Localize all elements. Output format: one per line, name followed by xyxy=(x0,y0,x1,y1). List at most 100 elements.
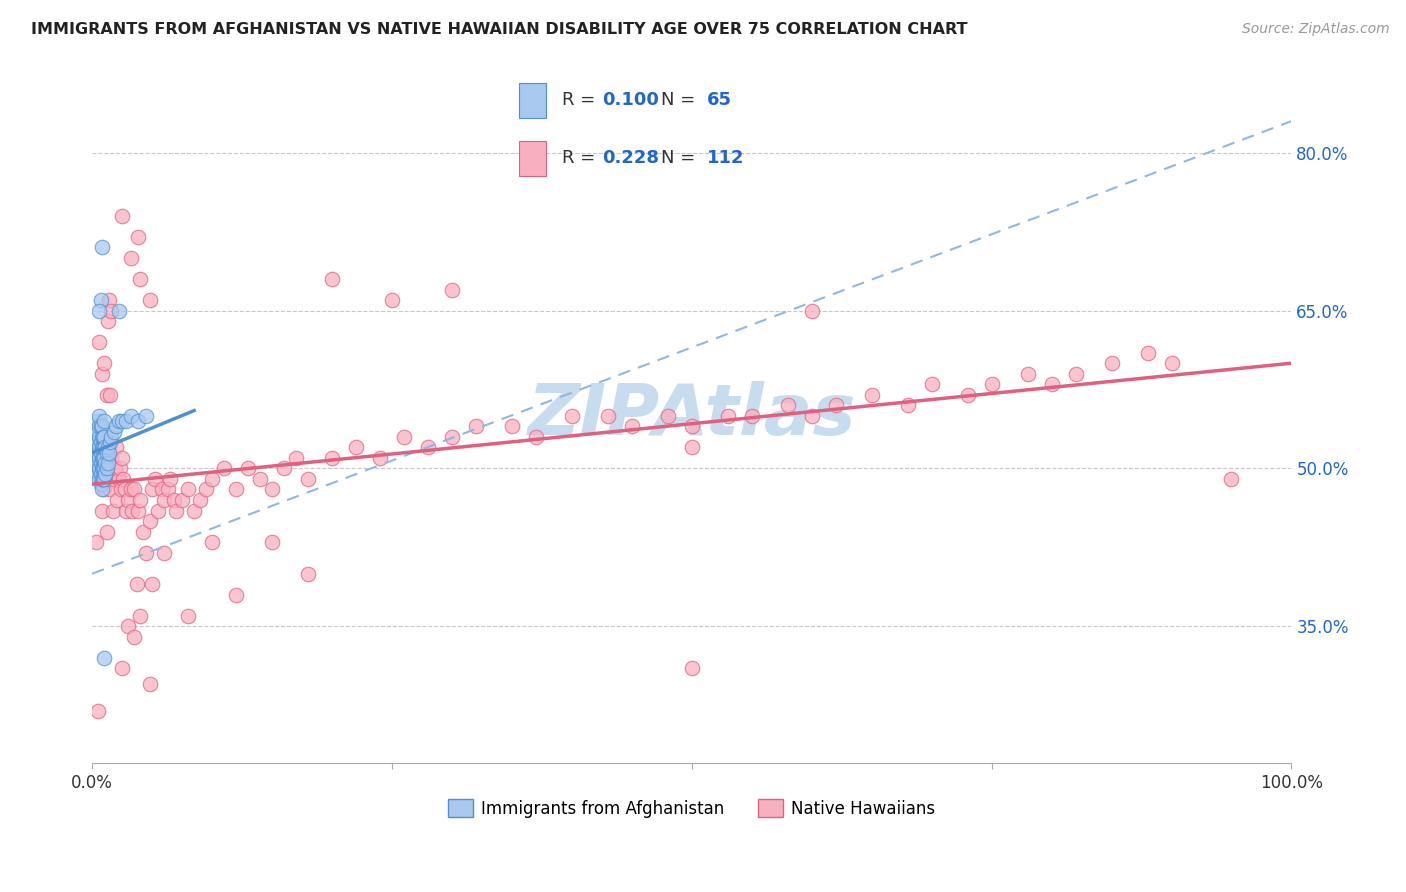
Point xyxy=(93,441,115,455)
Point xyxy=(121,503,143,517)
Point xyxy=(153,493,176,508)
Point xyxy=(90,419,112,434)
Point xyxy=(681,419,703,434)
Point xyxy=(90,483,112,497)
Point xyxy=(114,503,136,517)
Point xyxy=(129,493,152,508)
Point xyxy=(87,425,110,439)
Point xyxy=(1040,377,1063,392)
Point xyxy=(101,503,124,517)
Point xyxy=(114,414,136,428)
FancyBboxPatch shape xyxy=(519,83,547,118)
Point xyxy=(94,456,117,470)
Point xyxy=(117,493,139,508)
Point xyxy=(100,303,122,318)
Point xyxy=(1220,472,1243,486)
Point xyxy=(381,293,404,307)
Point xyxy=(824,398,846,412)
Point xyxy=(90,472,112,486)
Text: R =: R = xyxy=(562,91,600,110)
Point xyxy=(94,467,117,481)
Point xyxy=(141,483,163,497)
Point xyxy=(107,414,129,428)
Point xyxy=(89,419,111,434)
Point xyxy=(921,377,943,392)
Point xyxy=(87,435,110,450)
Point xyxy=(112,472,135,486)
Point xyxy=(860,388,883,402)
Point xyxy=(201,472,224,486)
Point xyxy=(127,414,149,428)
Point xyxy=(97,472,120,486)
Point xyxy=(86,445,108,459)
Point xyxy=(800,409,823,423)
Point xyxy=(90,435,112,450)
Point xyxy=(135,409,157,423)
Text: IMMIGRANTS FROM AFGHANISTAN VS NATIVE HAWAIIAN DISABILITY AGE OVER 75 CORRELATIO: IMMIGRANTS FROM AFGHANISTAN VS NATIVE HA… xyxy=(31,22,967,37)
Point xyxy=(980,377,1002,392)
Point xyxy=(122,483,145,497)
Point xyxy=(98,483,121,497)
Point xyxy=(94,430,117,444)
Point xyxy=(98,293,121,307)
Point xyxy=(620,419,643,434)
Point xyxy=(87,461,110,475)
Point xyxy=(177,483,200,497)
Point xyxy=(800,303,823,318)
Point xyxy=(392,430,415,444)
Point xyxy=(97,314,120,328)
Point xyxy=(1101,356,1123,370)
Point xyxy=(165,503,187,517)
Point xyxy=(90,430,112,444)
Point xyxy=(107,472,129,486)
Point xyxy=(91,441,114,455)
Point xyxy=(103,425,125,439)
Point xyxy=(368,450,391,465)
Point xyxy=(97,441,120,455)
Point xyxy=(236,461,259,475)
Point xyxy=(105,493,128,508)
Point xyxy=(1160,356,1182,370)
Point xyxy=(561,409,583,423)
Point xyxy=(87,704,110,718)
Point xyxy=(93,651,115,665)
Point xyxy=(105,419,128,434)
Point xyxy=(91,450,114,465)
Point xyxy=(1136,345,1159,359)
Point xyxy=(93,356,115,370)
Point xyxy=(741,409,763,423)
Point xyxy=(91,430,114,444)
Point xyxy=(108,461,131,475)
Point xyxy=(143,472,166,486)
Text: ZIPAtlas: ZIPAtlas xyxy=(527,381,856,450)
Point xyxy=(139,677,162,691)
Point xyxy=(93,414,115,428)
Point xyxy=(111,209,134,223)
Point xyxy=(96,524,118,539)
Point xyxy=(321,272,343,286)
Point xyxy=(183,503,205,517)
Point xyxy=(93,450,115,465)
Point xyxy=(87,445,110,459)
Point xyxy=(212,461,235,475)
Text: 65: 65 xyxy=(707,91,733,110)
Point xyxy=(89,430,111,444)
Point xyxy=(90,477,112,491)
Point xyxy=(87,414,110,428)
Point xyxy=(440,430,463,444)
Point xyxy=(139,293,162,307)
Point xyxy=(91,450,114,465)
Text: Source: ZipAtlas.com: Source: ZipAtlas.com xyxy=(1241,22,1389,37)
Point xyxy=(90,450,112,465)
Point xyxy=(97,456,120,470)
Point xyxy=(114,483,136,497)
Point xyxy=(87,467,110,481)
Point xyxy=(93,430,115,444)
Point xyxy=(90,441,112,455)
Point xyxy=(177,608,200,623)
Point xyxy=(297,566,319,581)
Point xyxy=(127,230,149,244)
Point xyxy=(89,335,111,350)
Point xyxy=(105,441,128,455)
Point xyxy=(127,503,149,517)
